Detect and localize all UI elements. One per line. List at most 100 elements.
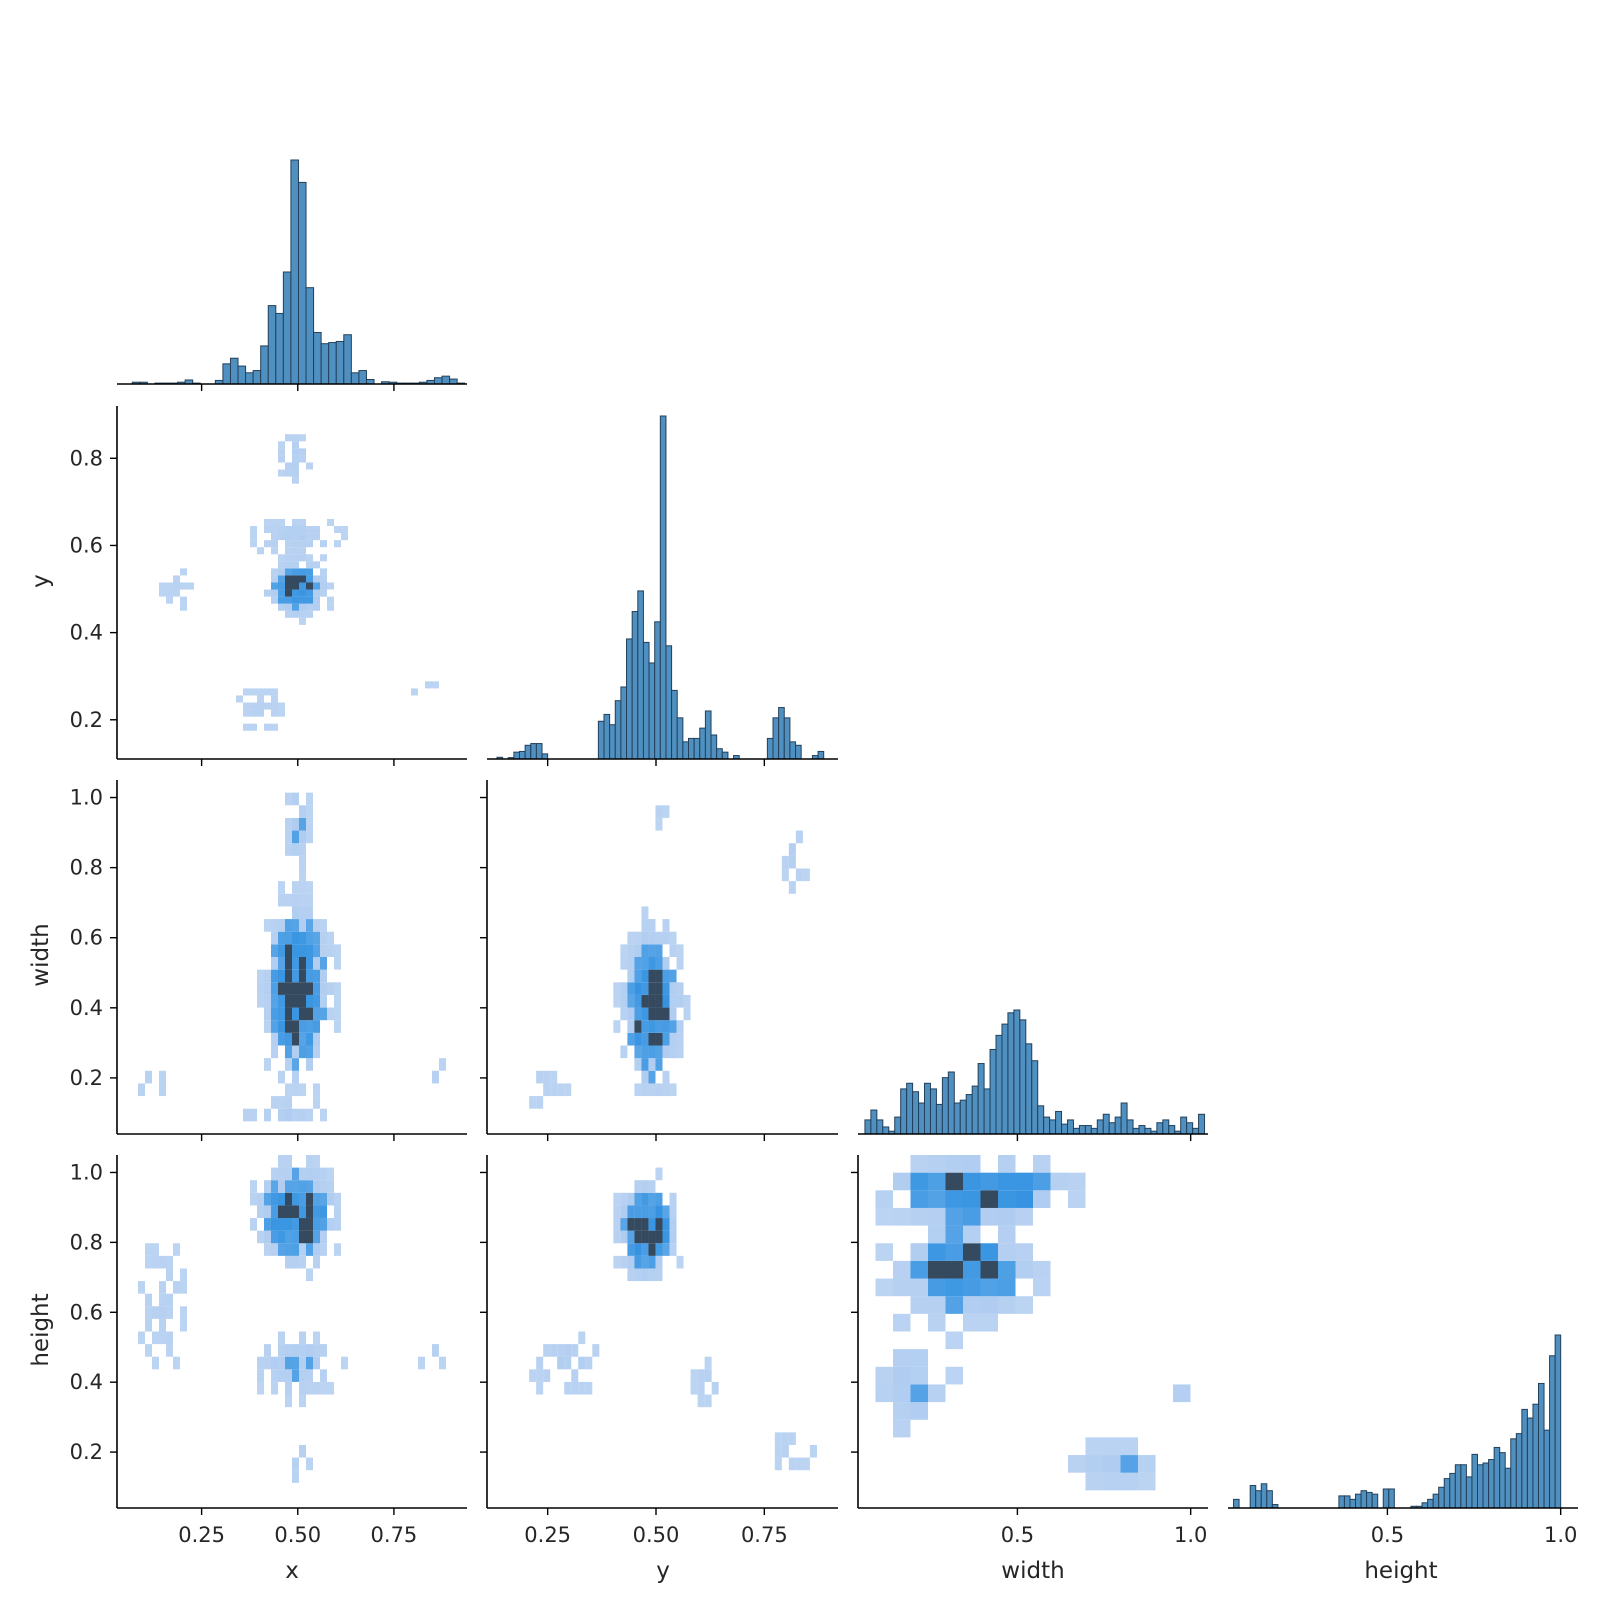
hist-bar-width bbox=[1186, 1122, 1194, 1135]
heat-cell-x-y bbox=[334, 526, 341, 534]
heat-cell-x-height bbox=[306, 1205, 313, 1219]
heat-cell-x-height bbox=[271, 1369, 278, 1382]
hist-bar-height bbox=[1521, 1408, 1528, 1509]
heat-cell-y-width bbox=[662, 994, 670, 1008]
heat-cell-x-height bbox=[313, 1180, 320, 1193]
hist-bar-y bbox=[530, 743, 537, 760]
heat-cell-x-y bbox=[166, 596, 173, 604]
heat-cell-x-width bbox=[292, 944, 299, 957]
hist-bar-width bbox=[977, 1063, 985, 1135]
heat-cell-x-height bbox=[145, 1293, 152, 1307]
heat-cell-x-y bbox=[285, 540, 292, 548]
heat-cell-width-height bbox=[1033, 1155, 1051, 1173]
heat-cell-x-width bbox=[159, 1083, 166, 1097]
hist-bar-width bbox=[1025, 1043, 1033, 1135]
heat-cell-x-width bbox=[306, 817, 313, 831]
heat-cell-y-width bbox=[795, 830, 803, 844]
heat-cell-x-width bbox=[334, 1020, 341, 1033]
hist-bar-height bbox=[1360, 1490, 1368, 1509]
hist-bar-height bbox=[1499, 1452, 1506, 1509]
heat-cell-x-height bbox=[334, 1243, 341, 1256]
heat-cell-x-height bbox=[152, 1331, 159, 1345]
heat-cell-x-y bbox=[278, 554, 285, 562]
heat-cell-x-height bbox=[250, 1192, 257, 1206]
heat-cell-y-height bbox=[669, 1230, 677, 1244]
hist-bar-y bbox=[648, 662, 656, 760]
heat-cell-x-width bbox=[299, 1108, 306, 1122]
heat-cell-x-y bbox=[292, 540, 299, 548]
heat-cell-y-height bbox=[648, 1243, 656, 1256]
heat-cell-x-height bbox=[299, 1255, 306, 1269]
hist-bar-height bbox=[1454, 1464, 1462, 1509]
heat-cell-x-height bbox=[278, 1331, 285, 1345]
heat-cell-y-width bbox=[641, 906, 649, 920]
heat-cell-y-width bbox=[648, 931, 656, 945]
heat-cell-width-height bbox=[963, 1207, 981, 1226]
heat-cell-x-y bbox=[278, 603, 285, 611]
heat-cell-x-width bbox=[334, 944, 341, 957]
hist-bar-y bbox=[535, 743, 543, 760]
hist-bar-y bbox=[783, 717, 791, 760]
heat-cell-y-width bbox=[620, 1045, 628, 1059]
hist-bar-y bbox=[716, 748, 723, 760]
heat-cell-x-y bbox=[278, 589, 285, 597]
heat-cell-x-height bbox=[292, 1218, 299, 1231]
hist-bar-y bbox=[631, 611, 639, 760]
heat-cell-y-width bbox=[662, 969, 670, 983]
heat-cell-x-height bbox=[264, 1344, 271, 1357]
heat-cell-y-width bbox=[641, 969, 649, 983]
y-tick-label-width: 0.2 bbox=[70, 1066, 103, 1090]
heat-cell-y-height bbox=[592, 1344, 600, 1357]
heat-cell-y-height bbox=[774, 1432, 782, 1445]
heat-cell-width-height bbox=[945, 1172, 963, 1191]
heat-cell-y-height bbox=[641, 1192, 649, 1206]
heat-cell-x-y bbox=[299, 526, 306, 534]
heat-cell-x-y bbox=[292, 455, 299, 463]
heat-cell-x-height bbox=[264, 1218, 271, 1231]
heat-cell-x-y bbox=[271, 540, 278, 548]
heat-cell-y-height bbox=[620, 1230, 628, 1244]
heat-cell-y-height bbox=[536, 1356, 544, 1370]
hist-bar-width bbox=[1198, 1113, 1206, 1135]
heat-cell-x-width bbox=[306, 881, 313, 894]
heat-cell-width-height bbox=[963, 1225, 981, 1244]
heat-cell-y-height bbox=[634, 1192, 642, 1206]
heat-cell-y-height bbox=[613, 1255, 621, 1269]
heat-cell-y-width bbox=[655, 1058, 663, 1071]
hist-bar-y bbox=[519, 750, 526, 760]
heat-cell-width-height bbox=[1103, 1455, 1121, 1473]
heat-cell-y-height bbox=[641, 1268, 649, 1282]
heat-cell-x-y bbox=[285, 469, 292, 477]
hist-bar-width bbox=[941, 1077, 949, 1135]
hist-bar-x bbox=[343, 334, 352, 385]
heat-cell-x-height bbox=[313, 1218, 320, 1231]
heat-cell-x-width bbox=[299, 855, 306, 869]
heat-cell-y-width bbox=[676, 1020, 684, 1033]
heat-cell-y-height bbox=[662, 1218, 670, 1231]
heat-cell-y-width bbox=[641, 1045, 649, 1059]
heat-cell-x-width bbox=[306, 969, 313, 983]
heat-cell-y-width bbox=[536, 1070, 544, 1084]
heat-cell-y-width bbox=[662, 1045, 670, 1059]
heat-cell-width-height bbox=[963, 1313, 981, 1332]
heat-cell-x-width bbox=[285, 994, 292, 1008]
heat-cell-y-height bbox=[634, 1205, 642, 1219]
hist-bar-y bbox=[671, 689, 678, 760]
hist-bar-x bbox=[252, 370, 262, 385]
heat-cell-y-width bbox=[655, 994, 663, 1008]
hist-bar-y bbox=[710, 734, 718, 760]
heat-cell-x-height bbox=[313, 1356, 320, 1370]
heat-cell-x-height bbox=[285, 1394, 292, 1408]
heat-cell-x-y bbox=[257, 688, 264, 696]
heat-cell-y-width bbox=[788, 855, 796, 869]
heat-cell-x-y bbox=[292, 589, 299, 597]
heat-cell-x-y bbox=[243, 688, 250, 696]
heat-cell-x-y bbox=[292, 603, 299, 611]
heat-cell-y-width bbox=[648, 944, 656, 957]
heat-cell-x-width bbox=[320, 969, 327, 983]
heat-cell-x-y bbox=[292, 434, 299, 442]
heat-cell-x-y bbox=[166, 582, 173, 590]
heat-cell-x-y bbox=[180, 568, 187, 576]
heat-cell-y-height bbox=[669, 1218, 677, 1231]
heat-cell-y-height bbox=[627, 1192, 635, 1206]
